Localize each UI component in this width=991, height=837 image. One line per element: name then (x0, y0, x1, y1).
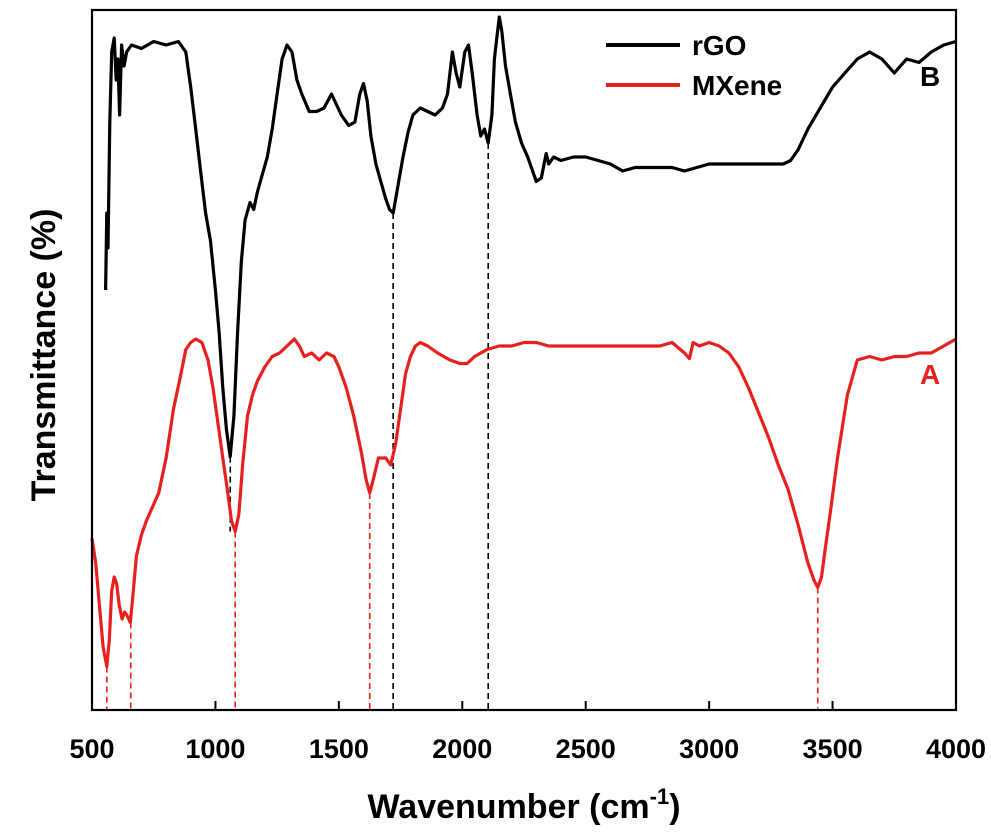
x-axis-title-end: ) (669, 788, 680, 826)
y-axis-title: Transmittance (%) (25, 209, 63, 502)
x-axis-title-sup: -1 (650, 784, 670, 809)
series-line-mxene (90, 337, 957, 669)
x-tick-label: 2500 (556, 734, 616, 764)
x-tick-label: 1500 (309, 734, 369, 764)
curve-label-b: B (920, 61, 940, 92)
x-tick-label: 1000 (185, 734, 245, 764)
x-axis-title: Wavenumber (cm-1) (367, 784, 680, 826)
legend-label-mxene: MXene (692, 70, 782, 101)
x-tick-label: 4000 (926, 734, 986, 764)
legend-label-rgo: rGO (692, 30, 746, 61)
x-tick-label: 500 (69, 734, 114, 764)
x-axis-ticks: 500 1000 1500 2000 2500 3000 3500 4000 (69, 701, 986, 764)
x-axis-title-main: Wavenumber (cm (367, 788, 649, 826)
plot-frame (90, 8, 958, 712)
legend: rGO MXene (606, 30, 782, 101)
x-tick-label: 3000 (679, 734, 739, 764)
curve-label-a: A (920, 359, 940, 390)
reference-lines (106, 143, 819, 710)
x-tick-label: 2000 (432, 734, 492, 764)
x-tick-label: 3500 (803, 734, 863, 764)
series-line-rgo (104, 15, 957, 459)
spectra-curves (90, 15, 957, 669)
